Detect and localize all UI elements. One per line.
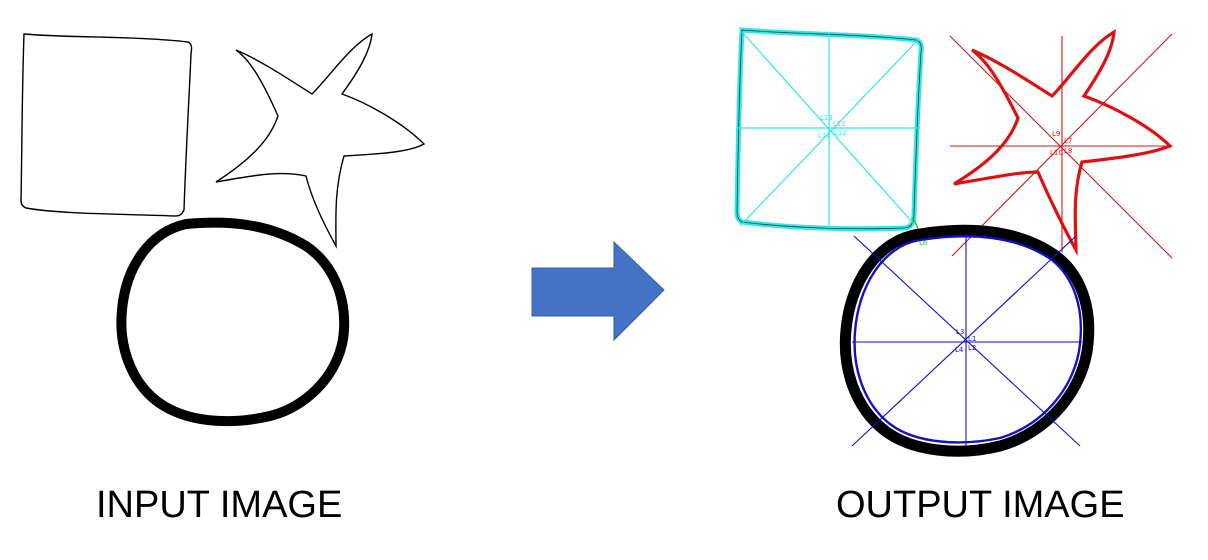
- output-circle: L3 L1 L4 L2: [839, 224, 1095, 457]
- star-label-l9: L9: [1052, 130, 1060, 138]
- square-axis-diagonal-2: [739, 39, 919, 227]
- input-caption: INPUT IMAGE: [96, 484, 343, 526]
- star-axis-diagonal-1: [949, 35, 1173, 259]
- circle-axis-diagonal-2: [851, 235, 1077, 447]
- square-label-l11: L11: [833, 120, 846, 128]
- star-axis-diagonal-2: [951, 33, 1173, 257]
- square-label-l14: L14: [818, 132, 831, 140]
- input-circle-outline: [116, 217, 350, 427]
- circle-label-l2: L2: [968, 344, 976, 352]
- square-axis-diagonal-1: [741, 31, 915, 225]
- input-square-outline: [20, 33, 193, 217]
- right-arrow: [531, 240, 665, 342]
- input-panel: [20, 32, 426, 427]
- square-label-l13: L13: [820, 114, 833, 122]
- star-label-l7: L7: [1064, 137, 1072, 145]
- output-panel: L13 L11 L14 L12 L5 L6 L9 L7 L10 L8: [734, 27, 1173, 457]
- output-circle-thick-outline: [839, 224, 1095, 457]
- circle-label-l1: L1: [968, 335, 976, 343]
- circle-axis-diagonal-1: [853, 235, 1081, 447]
- input-star-outline: [215, 32, 426, 249]
- output-caption: OUTPUT IMAGE: [836, 484, 1125, 526]
- output-square: L13 L11 L14 L12: [734, 27, 924, 232]
- circle-label-l3: L3: [956, 328, 964, 336]
- star-label-l10: L10: [1050, 149, 1063, 157]
- output-star: L9 L7 L10 L8: [949, 29, 1173, 259]
- circle-label-l4: L4: [955, 346, 964, 354]
- square-label-l12: L12: [834, 129, 847, 137]
- output-star-outline: [953, 29, 1173, 257]
- output-circle-contour: [853, 235, 1082, 444]
- joint-label-l6: L6: [919, 239, 928, 247]
- star-label-l8: L8: [1064, 147, 1072, 155]
